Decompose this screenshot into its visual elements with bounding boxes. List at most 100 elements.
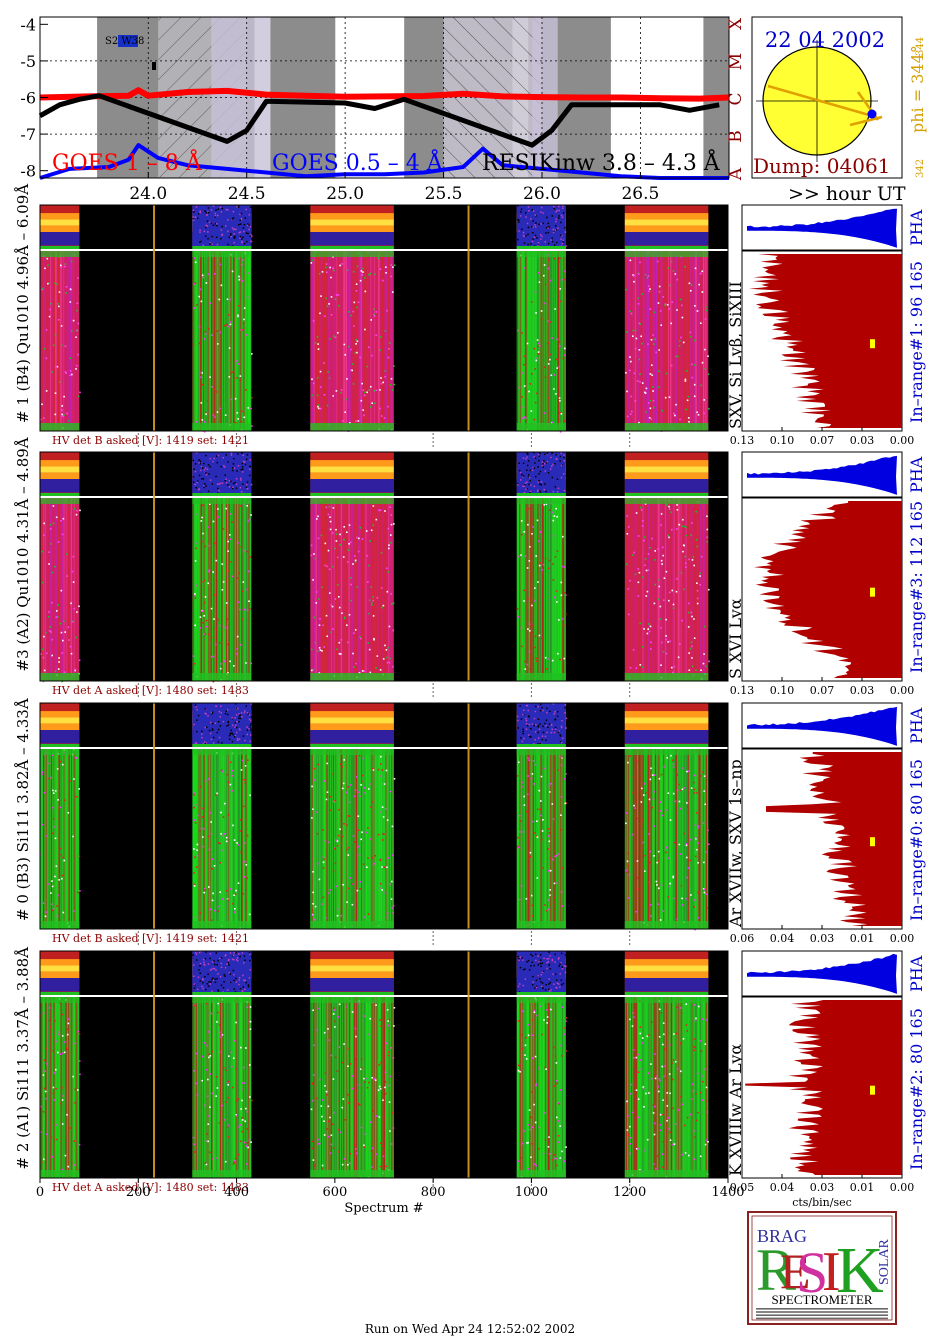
pha-speckle: [211, 729, 214, 731]
spectrum-speckle: [41, 581, 44, 584]
pha-speckle: [238, 231, 240, 234]
spectrum-speckle: [61, 652, 64, 654]
spectrum-speckle: [215, 1076, 218, 1078]
spectrum-speckle: [324, 315, 326, 317]
spectrum-speckle: [668, 885, 671, 888]
spectrum-speckle: [538, 281, 541, 283]
spectrum-speckle: [246, 834, 249, 837]
spectrum-speckle: [317, 404, 320, 406]
spectrum-speckle: [239, 379, 241, 381]
spectrum-speckle: [193, 257, 196, 260]
spectrum-streak: [680, 997, 683, 1178]
spectrum-speckle: [336, 1070, 339, 1072]
spectrum-speckle: [664, 396, 667, 399]
spectrum-streak: [685, 498, 687, 681]
pha-speckle: [218, 489, 220, 492]
spectrum-speckle: [348, 801, 351, 804]
spectrum-xtick-label: 800: [421, 1185, 446, 1200]
spectrum-speckle: [666, 757, 669, 759]
spectrum-speckle: [660, 664, 662, 666]
spectrum-speckle: [238, 608, 241, 611]
pha-speckle: [235, 731, 238, 734]
pha-fringe: [192, 493, 252, 497]
spectrum-speckle: [686, 856, 688, 859]
spectrum-speckle: [356, 340, 359, 343]
spectrum-speckle: [657, 386, 660, 388]
pha-speckle: [228, 964, 230, 966]
pha-speckle: [546, 967, 548, 970]
spectrum-streak: [355, 997, 358, 1178]
pha-speckle: [548, 723, 551, 725]
spectrum-speckle: [236, 635, 239, 638]
spectrum-streak: [326, 251, 328, 431]
sun-phi-line-3: [849, 115, 883, 127]
spectrum-speckle: [78, 1033, 81, 1035]
spectrum-speckle: [241, 618, 244, 621]
spectrum-speckle: [642, 520, 644, 522]
spectrum-speckle: [321, 903, 323, 905]
pha-stripe-blue: [624, 479, 709, 493]
pha-speckle: [249, 727, 251, 729]
pha-speckle: [239, 219, 241, 221]
spectrum-streak: [683, 749, 685, 929]
spectrum-speckle: [565, 613, 567, 615]
spectrum-speckle: [703, 653, 705, 655]
spectrum-speckle: [554, 1157, 556, 1160]
pha-speckle: [230, 729, 232, 732]
spectrum-speckle: [334, 800, 336, 802]
spectrum-streak: [373, 498, 375, 681]
spectrum-speckle: [646, 1035, 649, 1038]
spectrum-streak: [218, 997, 219, 1178]
spectrum-speckle: [639, 261, 641, 264]
spectrum-speckle: [334, 862, 337, 865]
pha-speckle: [240, 468, 242, 471]
spectrum-speckle: [392, 291, 394, 293]
spectrum-speckle: [366, 391, 368, 394]
spectrum-speckle: [553, 515, 556, 517]
pha-speckle: [204, 726, 207, 729]
spectrum-speckle: [62, 517, 65, 520]
spectrum-speckle: [697, 891, 700, 893]
spectrum-speckle: [551, 421, 554, 424]
spectrum-speckle: [321, 271, 324, 273]
spectrum-speckle: [44, 267, 46, 270]
spectrum-speckle: [530, 631, 533, 634]
profile-xtick-label: 0.03: [850, 434, 875, 447]
pha-speckle: [228, 734, 231, 737]
spectrum-streak: [332, 749, 334, 929]
spectrum-speckle: [659, 1124, 662, 1126]
spectrum-speckle: [700, 775, 702, 777]
spectrum-speckle: [517, 836, 519, 839]
spectrum-speckle: [320, 1105, 323, 1107]
spectrum-speckle: [338, 641, 341, 644]
spectrum-speckle: [225, 324, 228, 326]
spectrum-speckle: [688, 421, 690, 423]
spectrum-speckle: [690, 641, 693, 643]
spectrum-speckle: [636, 877, 639, 879]
spectrum-speckle: [383, 417, 386, 419]
spectrum-speckle: [673, 665, 676, 668]
pha-speckle: [214, 223, 217, 225]
pha-speckle: [200, 951, 202, 953]
spectrum-speckle: [235, 1021, 237, 1024]
spectrum-speckle: [380, 763, 382, 765]
spectrum-speckle: [242, 581, 245, 583]
pha-stripe-orange: [310, 213, 394, 220]
spectrum-speckle: [203, 338, 206, 340]
spectrum-speckle: [661, 1113, 664, 1116]
spectrum-streak: [230, 251, 232, 431]
pha-fringe: [192, 744, 252, 748]
goes-class-label: C: [726, 92, 746, 105]
spectrum-speckle: [693, 618, 695, 620]
spectrum-speckle: [232, 824, 234, 827]
spectrum-speckle: [705, 851, 707, 853]
spectrum-speckle: [241, 590, 244, 592]
spectrum-speckle: [202, 610, 204, 612]
spectrum-speckle: [326, 565, 328, 568]
spectrum-speckle: [565, 1146, 567, 1148]
spectrum-speckle: [685, 844, 688, 847]
spectrum-speckle: [650, 648, 652, 650]
spectrum-speckle: [387, 1024, 390, 1027]
pha-speckle: [550, 731, 553, 734]
pha-speckle: [530, 965, 532, 967]
